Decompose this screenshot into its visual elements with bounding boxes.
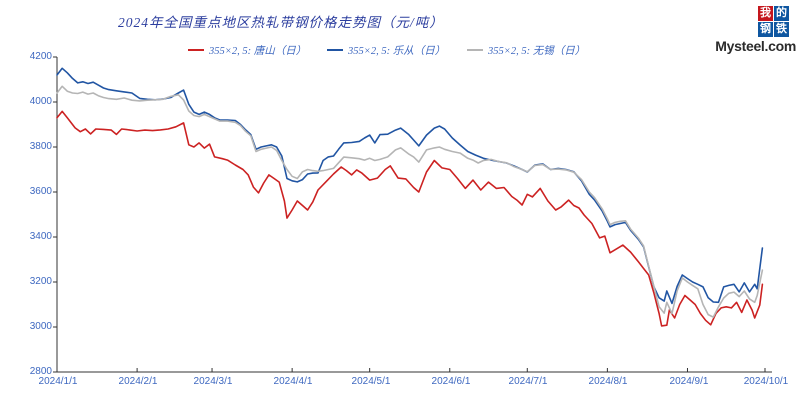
y-tick-label: 3600 (29, 186, 52, 197)
x-tick-label: 2024/1/1 (38, 376, 78, 387)
legend-label-lecong: 355×2, 5: 乐从（日） (348, 45, 446, 57)
x-tick-label: 2024/3/1 (193, 376, 233, 387)
logo-tile-de: 的 (774, 6, 789, 21)
y-tick-label: 3200 (29, 276, 52, 287)
logo-tile-gang: 钢 (758, 22, 773, 37)
y-tick-label: 3000 (29, 321, 52, 332)
x-tick-label: 2024/5/1 (351, 376, 391, 387)
legend-label-wuxi: 355×2, 5: 无锡（日） (488, 45, 586, 57)
logo-tile-wo: 我 (758, 6, 773, 21)
logo-tile-tie: 铁 (774, 22, 789, 37)
y-tick-label: 4000 (29, 96, 52, 107)
mysteel-domain-text: Mysteel.com (715, 38, 796, 54)
y-tick-label: 3400 (29, 231, 52, 242)
x-tick-label: 2024/9/1 (669, 376, 709, 387)
x-tick-label: 2024/7/1 (508, 376, 548, 387)
legend-swatch (188, 49, 204, 51)
x-tick-label: 2024/10/1 (743, 376, 789, 387)
legend-swatch (327, 49, 343, 51)
x-tick-label: 2024/2/1 (118, 376, 158, 387)
legend-label-tangshan: 355×2, 5: 唐山（日） (209, 45, 307, 57)
y-tick-label: 2800 (29, 366, 52, 377)
legend-item-lecong: 355×2, 5: 乐从（日） (327, 44, 446, 57)
chart-title: 2024年全国重点地区热轧带钢价格走势图（元/吨） (118, 15, 444, 30)
legend-swatch (467, 49, 483, 51)
x-tick-label: 2024/6/1 (431, 376, 471, 387)
y-tick-label: 3800 (29, 141, 52, 152)
mysteel-logo-icon: 我 的 钢 铁 (758, 6, 796, 37)
y-tick-label: 4200 (29, 51, 52, 62)
legend-item-tangshan: 355×2, 5: 唐山（日） (188, 44, 307, 57)
x-tick-label: 2024/4/1 (273, 376, 313, 387)
legend-item-wuxi: 355×2, 5: 无锡（日） (467, 44, 586, 57)
mysteel-logo: 我 的 钢 铁 Mysteel.com (700, 6, 796, 54)
x-tick-label: 2024/8/1 (588, 376, 628, 387)
